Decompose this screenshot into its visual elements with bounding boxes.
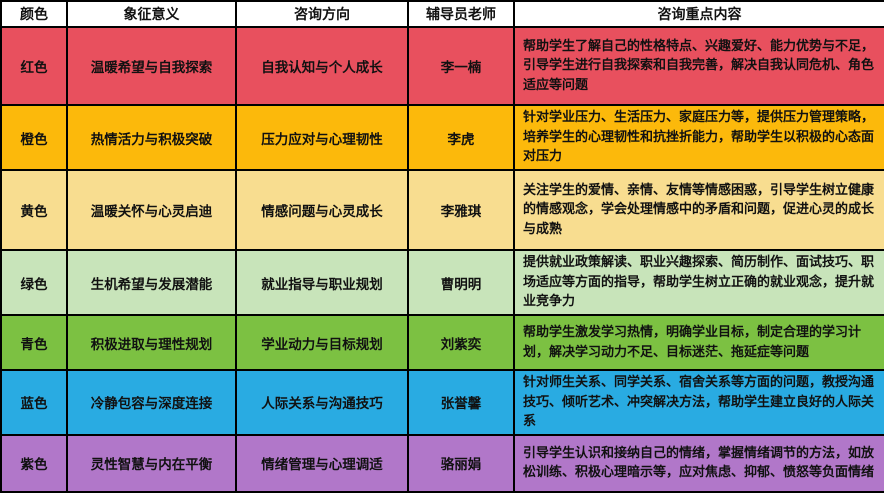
table-header-row: 颜色 象征意义 咨询方向 辅导员老师 咨询重点内容 [0, 0, 884, 28]
table-row-cyan: 青色 积极进取与理性规划 学业动力与目标规划 刘紫奕 帮助学生激发学习热情，明确… [0, 314, 884, 371]
cell-color-name: 红色 [0, 26, 68, 106]
cell-teacher: 曹明明 [407, 249, 515, 316]
cell-meaning: 积极进取与理性规划 [66, 314, 237, 371]
table-row-red: 红色 温暖希望与自我探索 自我认知与个人成长 李一楠 帮助学生了解自己的性格特点… [0, 26, 884, 106]
cell-content: 针对学业压力、生活压力、家庭压力等，提供压力管理策略，培养学生的心理韧性和抗挫折… [513, 104, 884, 171]
color-counseling-table: 颜色 象征意义 咨询方向 辅导员老师 咨询重点内容 红色 温暖希望与自我探索 自… [0, 0, 884, 493]
cell-meaning: 热情活力与积极突破 [66, 104, 237, 171]
header-meaning: 象征意义 [66, 0, 237, 28]
table-row-yellow: 黄色 温暖关怀与心灵启迪 情感问题与心灵成长 李雅琪 关注学生的爱情、亲情、友情… [0, 169, 884, 251]
cell-content: 引导学生认识和接纳自己的情绪，掌握情绪调节的方法，如放松训练、积极心理暗示等，应… [513, 433, 884, 493]
cell-direction: 就业指导与职业规划 [235, 249, 409, 316]
cell-color-name: 紫色 [0, 433, 68, 493]
cell-meaning: 生机希望与发展潜能 [66, 249, 237, 316]
cell-meaning: 灵性智慧与内在平衡 [66, 433, 237, 493]
cell-direction: 人际关系与沟通技巧 [235, 369, 409, 436]
cell-color-name: 绿色 [0, 249, 68, 316]
table-row-orange: 橙色 热情活力与积极突破 压力应对与心理韧性 李虎 针对学业压力、生活压力、家庭… [0, 104, 884, 171]
cell-direction: 情感问题与心灵成长 [235, 169, 409, 251]
header-teacher: 辅导员老师 [407, 0, 515, 28]
table-row-blue: 蓝色 冷静包容与深度连接 人际关系与沟通技巧 张誉馨 针对师生关系、同学关系、宿… [0, 369, 884, 436]
cell-content: 帮助学生了解自己的性格特点、兴趣爱好、能力优势与不足，引导学生进行自我探索和自我… [513, 26, 884, 106]
cell-color-name: 蓝色 [0, 369, 68, 436]
cell-color-name: 青色 [0, 314, 68, 371]
header-content: 咨询重点内容 [513, 0, 884, 28]
cell-content: 针对师生关系、同学关系、宿舍关系等方面的问题，教授沟通技巧、倾听艺术、冲突解决方… [513, 369, 884, 436]
cell-teacher: 李虎 [407, 104, 515, 171]
header-direction: 咨询方向 [235, 0, 409, 28]
cell-teacher: 张誉馨 [407, 369, 515, 436]
header-color: 颜色 [0, 0, 68, 28]
cell-direction: 自我认知与个人成长 [235, 26, 409, 106]
cell-teacher: 骆丽娟 [407, 433, 515, 493]
cell-content: 提供就业政策解读、职业兴趣探索、简历制作、面试技巧、职场适应等方面的指导，帮助学… [513, 249, 884, 316]
cell-direction: 情绪管理与心理调适 [235, 433, 409, 493]
cell-direction: 压力应对与心理韧性 [235, 104, 409, 171]
cell-meaning: 温暖希望与自我探索 [66, 26, 237, 106]
cell-color-name: 橙色 [0, 104, 68, 171]
cell-teacher: 刘紫奕 [407, 314, 515, 371]
cell-content: 帮助学生激发学习热情，明确学业目标，制定合理的学习计划，解决学习动力不足、目标迷… [513, 314, 884, 371]
cell-teacher: 李一楠 [407, 26, 515, 106]
cell-direction: 学业动力与目标规划 [235, 314, 409, 371]
cell-meaning: 冷静包容与深度连接 [66, 369, 237, 436]
cell-meaning: 温暖关怀与心灵启迪 [66, 169, 237, 251]
cell-teacher: 李雅琪 [407, 169, 515, 251]
table-row-green: 绿色 生机希望与发展潜能 就业指导与职业规划 曹明明 提供就业政策解读、职业兴趣… [0, 249, 884, 316]
table-row-purple: 紫色 灵性智慧与内在平衡 情绪管理与心理调适 骆丽娟 引导学生认识和接纳自己的情… [0, 433, 884, 493]
cell-color-name: 黄色 [0, 169, 68, 251]
cell-content: 关注学生的爱情、亲情、友情等情感困惑，引导学生树立健康的情感观念，学会处理情感中… [513, 169, 884, 251]
